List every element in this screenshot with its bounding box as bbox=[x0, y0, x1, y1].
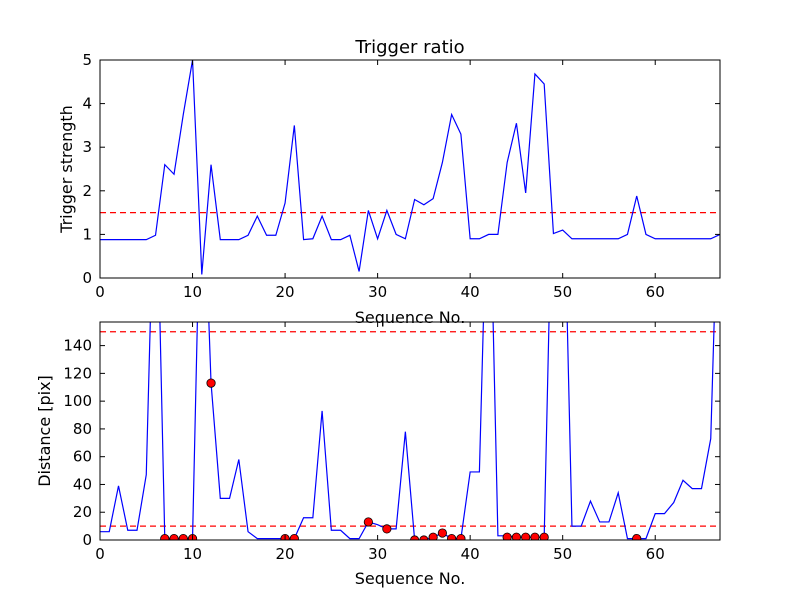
axes-distance: 0 10 20 30 40 50 60 0 20 40 60 80 100 120 140 Sequence… bbox=[35, 321, 721, 588]
data-point-marker bbox=[289, 534, 299, 540]
data-point-marker bbox=[521, 532, 531, 540]
data-point-marker bbox=[178, 534, 188, 540]
x-axis-label: Sequence No. bbox=[355, 569, 466, 588]
x-tick-label: 30 bbox=[368, 283, 387, 301]
data-point-marker bbox=[502, 532, 512, 540]
data-point-marker bbox=[456, 534, 466, 540]
x-tick-label: 40 bbox=[461, 545, 480, 563]
data-point-marker bbox=[206, 378, 216, 388]
x-tick-label: 30 bbox=[368, 545, 387, 563]
y-tick-label: 80 bbox=[73, 420, 92, 438]
x-tick-label: 20 bbox=[276, 545, 295, 563]
data-point-marker bbox=[382, 524, 392, 534]
x-tick-label: 0 bbox=[95, 283, 105, 301]
x-tick-label: 50 bbox=[553, 545, 572, 563]
data-point-marker bbox=[530, 532, 540, 540]
x-tick-label: 60 bbox=[646, 283, 665, 301]
x-tick-label: 10 bbox=[183, 283, 202, 301]
x-tick-label: 40 bbox=[461, 283, 480, 301]
series-line bbox=[100, 322, 715, 540]
data-point-marker bbox=[160, 534, 170, 540]
chart-title: Trigger ratio bbox=[354, 37, 464, 58]
data-point-marker bbox=[632, 534, 642, 540]
axes-trigger-ratio: 0 10 20 30 40 50 60 0 1 2 3 4 5 Sequence No. Trigger… bbox=[57, 51, 721, 327]
data-point-marker bbox=[428, 532, 438, 540]
data-point-marker bbox=[363, 517, 373, 527]
data-point-marker bbox=[437, 528, 447, 538]
x-axis-label: Sequence No. bbox=[355, 308, 466, 327]
y-tick-label: 3 bbox=[82, 138, 92, 156]
axes-frame bbox=[99, 59, 721, 279]
y-tick-label: 60 bbox=[73, 448, 92, 466]
y-tick-label: 2 bbox=[82, 182, 92, 200]
y-tick-label: 100 bbox=[63, 392, 92, 410]
y-tick-label: 0 bbox=[82, 269, 92, 287]
x-tick-label: 60 bbox=[646, 545, 665, 563]
y-tick-label: 0 bbox=[82, 531, 92, 549]
x-tick-label: 0 bbox=[95, 545, 105, 563]
y-tick-label: 40 bbox=[73, 475, 92, 493]
y-tick-label: 120 bbox=[63, 364, 92, 382]
y-tick-label: 1 bbox=[82, 225, 92, 243]
x-tick-label: 10 bbox=[183, 545, 202, 563]
y-tick-label: 20 bbox=[73, 503, 92, 521]
x-tick-label: 50 bbox=[553, 283, 572, 301]
data-point-marker bbox=[169, 534, 179, 540]
data-point-marker bbox=[447, 534, 457, 540]
data-point-marker bbox=[511, 532, 522, 540]
y-tick-label: 4 bbox=[82, 95, 92, 113]
y-tick-label: 140 bbox=[63, 337, 92, 355]
x-tick-label: 20 bbox=[276, 283, 295, 301]
axes-frame bbox=[99, 321, 721, 541]
y-axis-label: Trigger strength bbox=[57, 105, 76, 234]
series-line bbox=[100, 60, 720, 275]
data-point-marker bbox=[539, 532, 549, 540]
y-axis-label: Distance [pix] bbox=[35, 375, 54, 487]
y-tick-label: 5 bbox=[82, 51, 92, 69]
